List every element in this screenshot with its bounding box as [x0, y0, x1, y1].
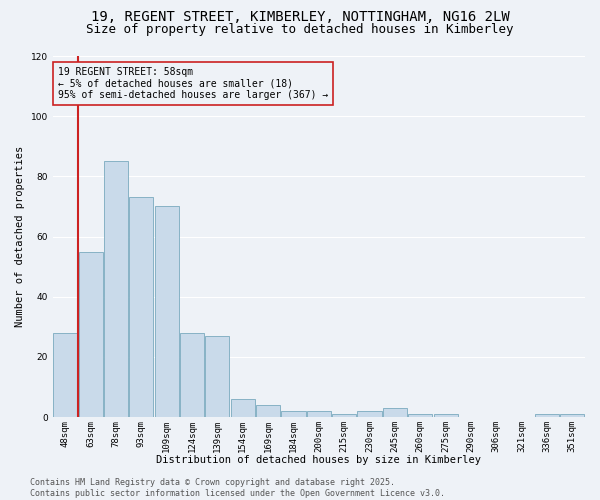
X-axis label: Distribution of detached houses by size in Kimberley: Distribution of detached houses by size …	[157, 455, 481, 465]
Bar	[256, 405, 280, 417]
Bar	[79, 252, 103, 417]
Y-axis label: Number of detached properties: Number of detached properties	[15, 146, 25, 327]
Bar	[205, 336, 229, 417]
Bar	[408, 414, 432, 417]
Bar	[434, 414, 458, 417]
Text: 19, REGENT STREET, KIMBERLEY, NOTTINGHAM, NG16 2LW: 19, REGENT STREET, KIMBERLEY, NOTTINGHAM…	[91, 10, 509, 24]
Bar	[53, 333, 77, 417]
Bar	[281, 411, 305, 417]
Bar	[535, 414, 559, 417]
Bar	[307, 411, 331, 417]
Bar	[358, 411, 382, 417]
Bar	[104, 162, 128, 417]
Bar	[155, 206, 179, 417]
Bar	[560, 414, 584, 417]
Text: Contains HM Land Registry data © Crown copyright and database right 2025.
Contai: Contains HM Land Registry data © Crown c…	[30, 478, 445, 498]
Bar	[383, 408, 407, 417]
Text: 19 REGENT STREET: 58sqm
← 5% of detached houses are smaller (18)
95% of semi-det: 19 REGENT STREET: 58sqm ← 5% of detached…	[58, 67, 328, 100]
Text: Size of property relative to detached houses in Kimberley: Size of property relative to detached ho…	[86, 22, 514, 36]
Bar	[332, 414, 356, 417]
Bar	[180, 333, 204, 417]
Bar	[130, 198, 154, 417]
Bar	[231, 399, 255, 417]
